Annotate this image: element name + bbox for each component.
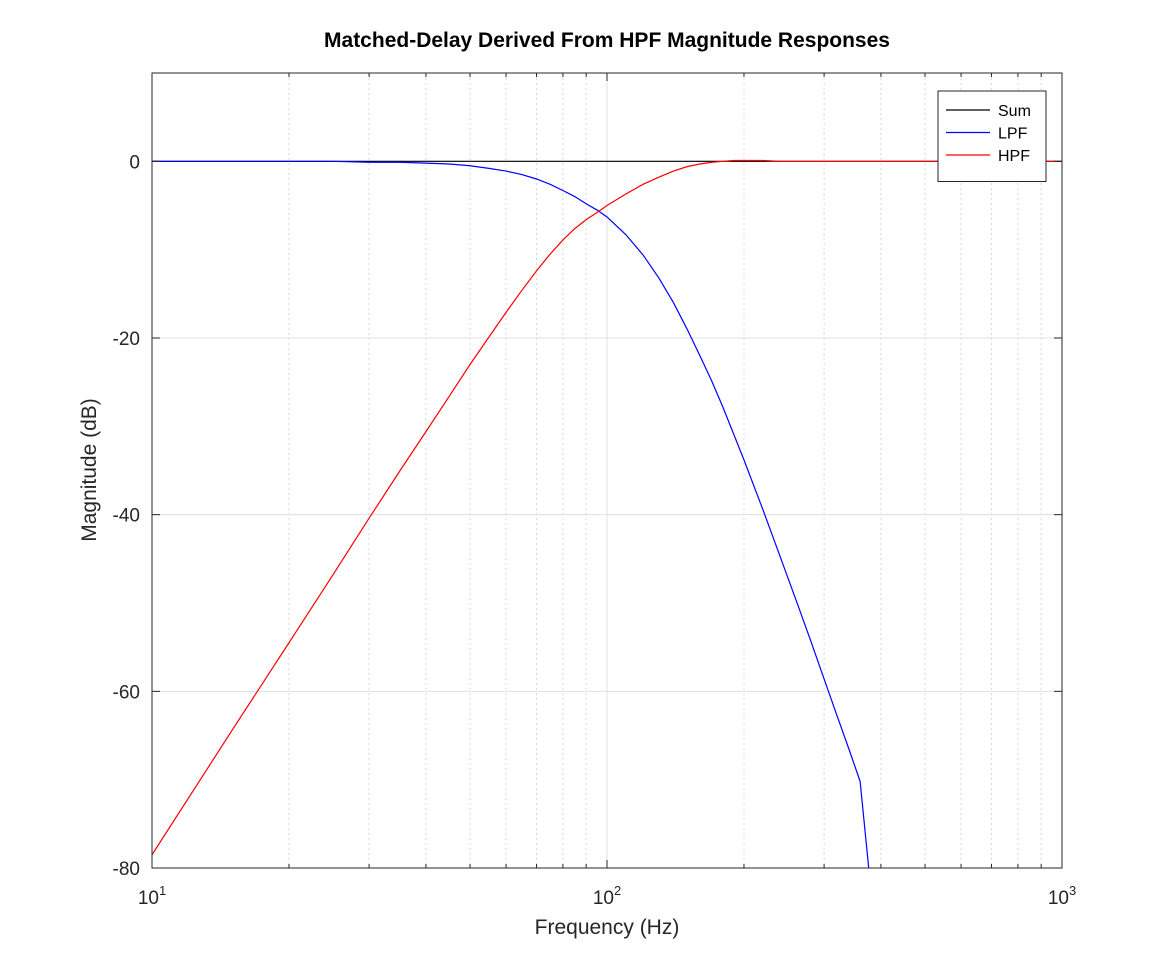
y-axis-label: Magnitude (dB) — [78, 398, 101, 542]
legend-label-hpf: HPF — [998, 148, 1030, 165]
x-tick-label: 103 — [1048, 883, 1076, 909]
y-tick-label: -60 — [113, 682, 140, 703]
series-line-hpf — [152, 159, 1062, 856]
legend-label-lpf: LPF — [998, 126, 1028, 143]
y-tick-label: 0 — [129, 152, 140, 173]
legend-label-sum: Sum — [998, 103, 1031, 120]
x-axis-label: Frequency (Hz) — [535, 916, 680, 939]
series-group — [152, 159, 1062, 868]
ticks: 0 -20 -40 -60 -80 101 102 103 — [113, 73, 1076, 909]
y-tick-label: -40 — [113, 506, 140, 527]
x-tick-label: 101 — [138, 883, 166, 909]
y-tick-label: -80 — [113, 859, 140, 880]
legend: Sum LPF HPF — [937, 90, 1047, 182]
chart-title: Matched-Delay Derived From HPF Magnitude… — [324, 29, 890, 52]
y-tick-label: -20 — [113, 329, 140, 350]
legend-box — [937, 90, 1047, 182]
series-line-lpf — [152, 160, 870, 868]
x-tick-label: 102 — [593, 883, 621, 909]
